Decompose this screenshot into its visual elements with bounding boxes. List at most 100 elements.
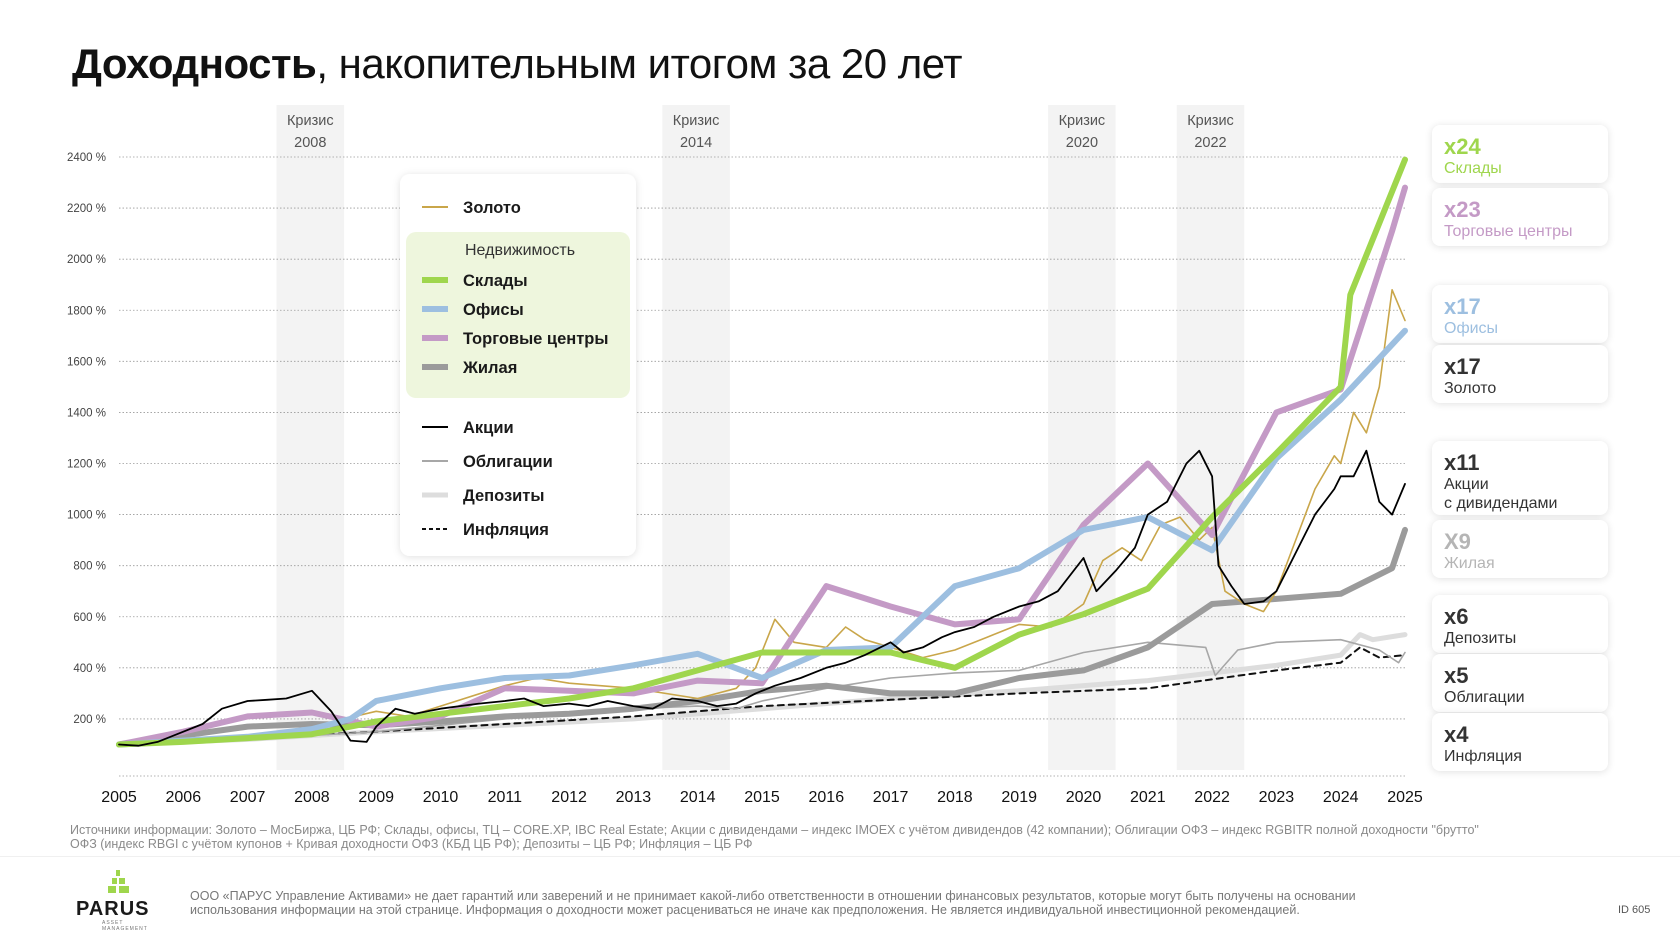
x-tick-label: 2023 [1259, 789, 1295, 806]
y-tick-label: 200 % [73, 714, 106, 726]
end-label-badge: x17 Золото [1432, 345, 1608, 403]
end-label-badge: x5 Облигации [1432, 654, 1608, 712]
series-line-inflation [118, 646, 1406, 746]
y-tick-label: 800 % [73, 561, 106, 573]
end-label-text: Склады [1444, 160, 1502, 177]
crisis-label: Кризис [1059, 113, 1106, 129]
legend-label-bonds: Облигации [463, 453, 553, 471]
end-label-badge: x24 Склады [1432, 125, 1608, 183]
end-label-badge: x11 Акции с дивидендами [1432, 441, 1608, 515]
end-label-multiplier: x23 [1444, 197, 1481, 222]
page-title-rest: , накопительным итогом за 20 лет [316, 40, 962, 87]
x-tick-label: 2008 [294, 789, 330, 806]
x-tick-label: 2011 [488, 789, 523, 806]
x-tick-label: 2005 [101, 789, 137, 806]
legend-group-title: Недвижимость [465, 242, 575, 259]
end-label-text: Облигации [1444, 689, 1525, 706]
x-tick-label: 2018 [937, 789, 973, 806]
end-label-text: Золото [1444, 380, 1497, 397]
sources-line-1: Источники информации: Золото – МосБиржа,… [70, 823, 1479, 837]
series-line-gold [118, 288, 1406, 746]
disclaimer: ООО «ПАРУС Управление Активами» не дает … [190, 889, 1490, 917]
end-label-multiplier: x24 [1444, 134, 1481, 159]
x-tick-label: 2022 [1194, 789, 1230, 806]
x-tick-label: 2016 [809, 789, 845, 806]
end-label-badge: x17 Офисы [1432, 285, 1608, 343]
x-tick-label: 2012 [551, 789, 587, 806]
end-label-multiplier: x4 [1444, 722, 1469, 747]
end-label-multiplier: x17 [1444, 354, 1481, 379]
crisis-band [276, 105, 345, 770]
x-tick-label: 2013 [616, 789, 652, 806]
x-tick-label: 2010 [423, 789, 459, 806]
series-line-warehouses [116, 156, 1408, 748]
crisis-year: 2022 [1194, 135, 1226, 151]
y-tick-label: 2200 % [67, 203, 106, 215]
legend-label-residential: Жилая [462, 359, 517, 377]
x-tick-label: 2015 [744, 789, 780, 806]
y-tick-label: 1800 % [67, 305, 106, 317]
x-tick-label: 2007 [230, 789, 266, 806]
crisis-label: Кризис [673, 113, 720, 129]
y-tick-label: 1000 % [67, 510, 106, 522]
y-tick-label: 1600 % [67, 356, 106, 368]
x-tick-label: 2017 [873, 789, 909, 806]
parus-logo: PARUS ASSET MANAGEMENT [76, 870, 166, 932]
end-label-badge: x23 Торговые центры [1432, 188, 1608, 246]
x-tick-label: 2021 [1130, 789, 1166, 806]
end-label-multiplier: x11 [1444, 450, 1480, 475]
y-tick-label: 600 % [73, 612, 106, 624]
series-line-stocks [118, 449, 1406, 747]
end-label-text: Инфляция [1444, 748, 1522, 765]
y-tick-label: 2400 % [67, 152, 106, 164]
x-tick-label: 2006 [166, 789, 202, 806]
crisis-year: 2014 [680, 135, 712, 151]
x-tick-label: 2020 [1066, 789, 1102, 806]
end-label-text: Торговые центры [1444, 223, 1573, 240]
legend-label-inflation: Инфляция [463, 521, 549, 539]
logo-sail-icon [108, 870, 129, 893]
crisis-label: Кризис [287, 113, 334, 129]
y-tick-label: 1400 % [67, 407, 106, 419]
disclaimer-line-1: ООО «ПАРУС Управление Активами» не дает … [190, 889, 1356, 903]
logo-word: PARUS [76, 898, 150, 920]
end-label-text: Акции [1444, 476, 1489, 493]
y-tick-label: 400 % [73, 663, 106, 675]
sources-line-2: ОФЗ (индекс RBGI с учётом купонов + Крив… [70, 837, 753, 851]
end-label-badge: x6 Депозиты [1432, 595, 1608, 653]
end-label-text: Депозиты [1444, 630, 1517, 647]
page-id: ID 605 [1618, 904, 1651, 916]
crisis-label: Кризис [1187, 113, 1234, 129]
x-tick-label: 2014 [680, 789, 716, 806]
legend-label-stocks: Акции [463, 419, 514, 437]
end-label-badge: X9 Жилая [1432, 520, 1608, 578]
y-tick-label: 1200 % [67, 459, 106, 471]
y-tick-label: 2000 % [67, 254, 106, 266]
end-label-multiplier: X9 [1444, 529, 1471, 554]
end-label-multiplier: x17 [1444, 294, 1481, 319]
legend-label-deposits: Депозиты [463, 487, 544, 505]
end-label-multiplier: x5 [1444, 663, 1469, 688]
returns-chart: Кризис 2008 Кризис 2014 Кризис 2020 Кризис 2022… [67, 105, 1423, 806]
page-title-bold: Доходность [72, 40, 317, 87]
footer [0, 856, 1680, 945]
page-title: Доходность, накопительным итогом за 20 л… [72, 40, 962, 88]
logo-subtitle: ASSET MANAGEMENT [102, 920, 148, 932]
sources-note: Источники информации: Золото – МосБиржа,… [70, 823, 1610, 851]
legend-group-box [406, 232, 630, 398]
x-tick-label: 2009 [358, 789, 394, 806]
legend-label-offices: Офисы [463, 301, 524, 319]
legend-label-warehouses: Склады [463, 272, 528, 290]
crisis-year: 2020 [1066, 135, 1098, 151]
x-tick-label: 2024 [1323, 789, 1359, 806]
crisis-year: 2008 [294, 135, 326, 151]
x-tick-label: 2025 [1387, 789, 1423, 806]
series-line-offices [116, 327, 1408, 748]
legend-label-gold: Золото [463, 199, 521, 217]
end-label-text: с дивидендами [1444, 495, 1558, 512]
legend-label-shops: Торговые центры [463, 330, 608, 348]
end-label-text: Жилая [1444, 555, 1495, 572]
end-label-badge: x4 Инфляция [1432, 713, 1608, 771]
x-tick-label: 2019 [1001, 789, 1037, 806]
end-label-text: Офисы [1444, 320, 1499, 337]
